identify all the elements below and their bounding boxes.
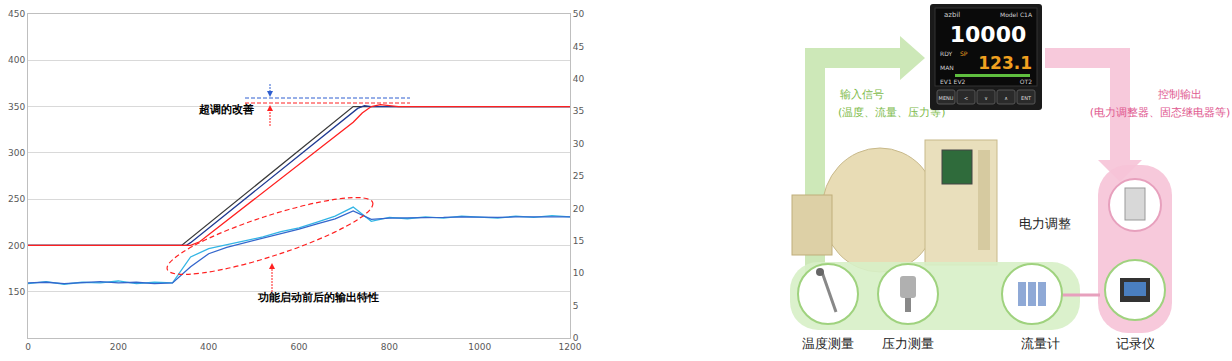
svg-text:15: 15: [573, 236, 584, 246]
svg-text:功能启动前后的输出特性: 功能启动前后的输出特性: [257, 291, 379, 304]
svg-text:10: 10: [573, 268, 585, 278]
svg-text:400: 400: [200, 342, 217, 352]
svg-text:123.1: 123.1: [978, 53, 1032, 73]
svg-text:流量计: 流量计: [1021, 336, 1060, 351]
svg-text:∧: ∧: [1004, 95, 1008, 101]
svg-text:控制输出: 控制输出: [1158, 88, 1202, 101]
svg-text:250: 250: [8, 194, 25, 204]
svg-text:10000: 10000: [950, 22, 1027, 47]
svg-text:150: 150: [8, 287, 25, 297]
svg-text:Model C1A: Model C1A: [1000, 11, 1033, 18]
svg-text:<: <: [964, 95, 968, 101]
svg-text:20: 20: [573, 204, 585, 214]
svg-text:(电力调整器、固态继电器等): (电力调整器、固态继电器等): [1090, 106, 1231, 119]
svg-text:45: 45: [573, 42, 584, 52]
svg-text:输入信号: 输入信号: [840, 88, 884, 101]
svg-text:ENT: ENT: [1021, 95, 1032, 101]
svg-text:∨: ∨: [984, 95, 988, 101]
svg-text:35: 35: [573, 106, 584, 116]
svg-text:SP: SP: [960, 50, 968, 57]
svg-text:超调的改善: 超调的改善: [198, 103, 254, 116]
svg-text:350: 350: [8, 102, 25, 112]
svg-text:EV1 EV2: EV1 EV2: [940, 78, 966, 85]
svg-text:电力调整: 电力调整: [1019, 216, 1071, 231]
svg-text:0: 0: [25, 342, 31, 352]
svg-text:MAN: MAN: [940, 64, 954, 71]
svg-text:30: 30: [573, 139, 585, 149]
svg-text:200: 200: [110, 342, 127, 352]
svg-text:记录仪: 记录仪: [1116, 336, 1155, 351]
svg-text:300: 300: [8, 148, 25, 158]
svg-text:400: 400: [8, 55, 25, 65]
svg-text:0: 0: [573, 333, 579, 343]
svg-text:1000: 1000: [468, 342, 491, 352]
svg-text:5: 5: [573, 301, 579, 311]
svg-text:1200: 1200: [559, 342, 582, 352]
svg-text:azbil: azbil: [944, 11, 960, 19]
svg-text:200: 200: [8, 241, 25, 251]
svg-text:40: 40: [573, 74, 585, 84]
svg-text:MENU: MENU: [939, 95, 954, 101]
svg-text:压力测量: 压力测量: [882, 336, 934, 351]
svg-text:RDY: RDY: [940, 50, 952, 57]
svg-text:温度测量: 温度测量: [802, 336, 854, 351]
svg-text:(温度、流量、压力等): (温度、流量、压力等): [838, 106, 946, 119]
svg-text:25: 25: [573, 171, 584, 181]
svg-text:600: 600: [290, 342, 307, 352]
svg-text:800: 800: [381, 342, 398, 352]
svg-text:OT2: OT2: [1020, 78, 1032, 85]
svg-text:450: 450: [8, 9, 25, 19]
svg-text:50: 50: [573, 9, 585, 19]
